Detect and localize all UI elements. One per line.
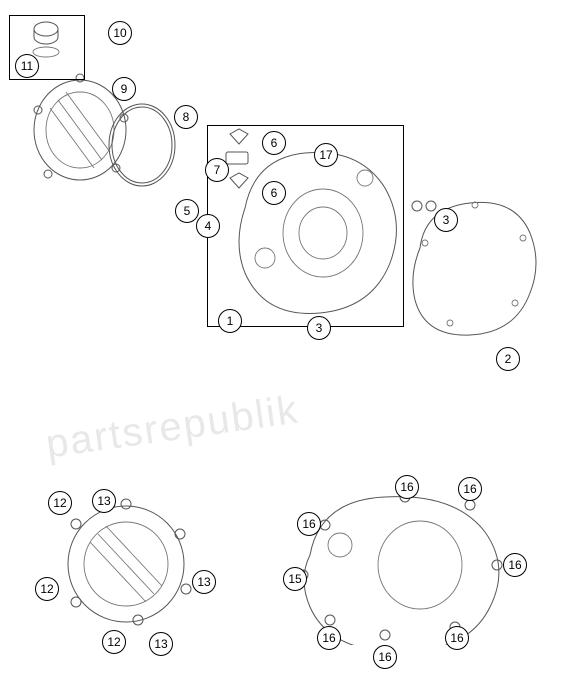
callout-3b: 3 (434, 208, 458, 232)
callout-16f: 16 (317, 626, 341, 650)
callout-13a: 13 (92, 489, 116, 513)
callout-16d: 16 (445, 626, 469, 650)
callout-6a: 6 (262, 131, 286, 155)
callout-7: 7 (205, 158, 229, 182)
callout-3a: 3 (307, 316, 331, 340)
callout-6b: 6 (262, 181, 286, 205)
part-clutch-cover-outer-asm (48, 494, 203, 629)
callout-16c: 16 (503, 553, 527, 577)
watermark-text: partsrepublik (43, 387, 302, 467)
callout-5: 5 (175, 199, 199, 223)
part-clutch-cover-inner-asm (285, 485, 510, 645)
callout-8: 8 (174, 105, 198, 129)
callout-16g: 16 (297, 512, 321, 536)
callout-12b: 12 (35, 577, 59, 601)
callout-13c: 13 (149, 632, 173, 656)
box-1 (207, 125, 404, 327)
callout-12c: 12 (102, 630, 126, 654)
part-clutch-cover-gasket (405, 193, 540, 338)
callout-15: 15 (283, 567, 307, 591)
callout-2: 2 (496, 347, 520, 371)
callout-4: 4 (196, 214, 220, 238)
part-oring-large (105, 100, 180, 190)
callout-10: 10 (108, 21, 132, 45)
callout-16b: 16 (458, 477, 482, 501)
callout-9: 9 (112, 77, 136, 101)
callout-17: 17 (314, 143, 338, 167)
callout-1: 1 (218, 309, 242, 333)
callout-16e: 16 (373, 645, 397, 669)
callout-12a: 12 (48, 491, 72, 515)
callout-11: 11 (15, 54, 39, 78)
callout-13b: 13 (192, 570, 216, 594)
callout-16a: 16 (395, 475, 419, 499)
